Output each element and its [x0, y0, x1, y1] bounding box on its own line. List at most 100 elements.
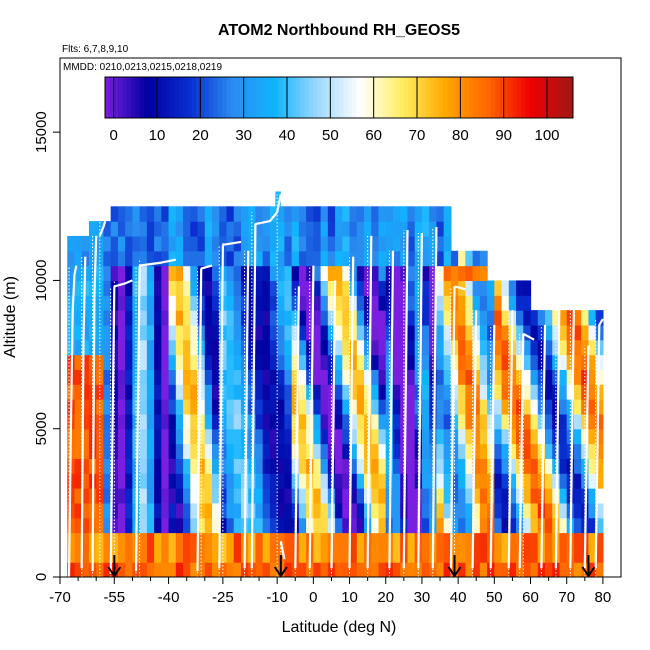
heatmap-cell	[349, 562, 358, 577]
heatmap-cell	[81, 384, 90, 400]
heatmap-cell	[573, 369, 582, 385]
heatmap-cell	[190, 517, 199, 534]
heatmap-cell	[349, 488, 358, 504]
heatmap-cell	[472, 473, 481, 489]
colorbar-swatch	[191, 77, 197, 118]
heatmap-cell	[190, 384, 199, 400]
colorbar-swatch	[542, 77, 548, 118]
heatmap-cell	[96, 280, 105, 296]
heatmap-cell	[117, 428, 126, 445]
heatmap-cell	[508, 547, 517, 563]
heatmap-cell	[132, 443, 141, 459]
colorbar-swatch	[291, 77, 297, 118]
heatmap-cell	[183, 473, 191, 489]
heatmap-cell	[298, 428, 307, 445]
heatmap-cell	[269, 369, 278, 385]
colorbar-swatch	[495, 77, 500, 118]
heatmap-cell	[96, 532, 105, 548]
heatmap-cell	[392, 339, 401, 356]
heatmap-cell	[371, 399, 380, 415]
heatmap-cell	[125, 250, 133, 267]
heatmap-cell	[154, 235, 162, 252]
heatmap-cell	[146, 517, 155, 534]
heatmap-cell	[284, 339, 293, 356]
heatmap-cell	[212, 206, 220, 222]
heatmap-cell	[269, 324, 278, 341]
heatmap-cell	[443, 502, 452, 519]
heatmap-cell	[204, 295, 213, 311]
heatmap-cell	[183, 369, 191, 385]
heatmap-cell	[501, 295, 510, 311]
heatmap-cell	[74, 532, 83, 548]
heatmap-cell	[154, 384, 162, 400]
heatmap-cell	[226, 399, 235, 415]
heatmap-cell	[291, 399, 300, 415]
heatmap-cell	[421, 399, 430, 415]
heatmap-cell	[335, 369, 343, 385]
colorbar-swatch	[434, 77, 440, 118]
heatmap-cell	[269, 517, 278, 534]
heatmap-cell	[508, 488, 517, 504]
heatmap-cell	[392, 562, 401, 577]
heatmap-cell	[385, 280, 394, 296]
heatmap-cell	[472, 443, 481, 459]
heatmap-cell	[103, 295, 112, 311]
heatmap-cell	[566, 443, 575, 459]
heatmap-cell	[458, 310, 466, 326]
heatmap-cell	[465, 265, 474, 282]
heatmap-cell	[421, 221, 430, 237]
colorbar-swatch	[278, 77, 284, 118]
heatmap-cell	[552, 339, 561, 356]
heatmap-cell	[544, 428, 553, 445]
flight-track	[330, 280, 337, 569]
heatmap-cell	[139, 235, 148, 252]
heatmap-cell	[212, 428, 220, 445]
colorbar-swatch	[417, 77, 422, 118]
heatmap-cell	[67, 250, 76, 267]
colorbar-swatch	[269, 77, 275, 118]
heatmap-cell	[154, 206, 162, 222]
heatmap-cell	[342, 310, 351, 326]
colorbar-tick-label: 90	[495, 127, 512, 144]
heatmap-cell	[183, 354, 191, 370]
heatmap-cell	[117, 384, 126, 400]
heatmap-cell	[378, 428, 387, 445]
colorbar-swatch	[438, 77, 444, 118]
heatmap-cell	[117, 562, 126, 577]
heatmap-cell	[161, 324, 170, 341]
heatmap-cell	[494, 413, 503, 430]
flight-track	[109, 286, 116, 575]
heatmap-cell	[233, 413, 242, 430]
heatmap-cell	[516, 310, 524, 326]
heatmap-cell	[277, 428, 285, 445]
heatmap-cell	[81, 295, 90, 311]
heatmap-cell	[175, 265, 184, 282]
heatmap-cell	[168, 517, 177, 534]
heatmap-cell	[74, 265, 83, 282]
flight-track	[91, 235, 98, 572]
colorbar-swatch	[200, 77, 206, 118]
heatmap-cell	[479, 562, 488, 577]
heatmap-cell	[487, 324, 495, 341]
colorbar-swatch	[204, 77, 210, 118]
heatmap-cell	[371, 354, 380, 370]
heatmap-cell	[168, 324, 177, 341]
heatmap-cell	[385, 339, 394, 356]
heatmap-cell	[255, 547, 264, 563]
heatmap-cell	[226, 339, 235, 356]
heatmap-cell	[269, 488, 278, 504]
heatmap-cell	[219, 339, 228, 356]
colorbar-tick-label: 40	[279, 127, 296, 144]
heatmap-cell	[125, 443, 133, 459]
colorbar-swatch	[243, 77, 249, 118]
heatmap-cell	[595, 384, 604, 400]
heatmap-cell	[298, 265, 307, 282]
heatmap-cell	[248, 324, 257, 341]
heatmap-cell	[284, 354, 293, 370]
colorbar-swatch	[157, 77, 162, 118]
heatmap-cell	[385, 265, 394, 282]
heatmap-cell	[233, 458, 242, 474]
heatmap-cell	[530, 458, 539, 474]
heatmap-cell	[103, 339, 112, 356]
heatmap-cell	[421, 517, 430, 534]
